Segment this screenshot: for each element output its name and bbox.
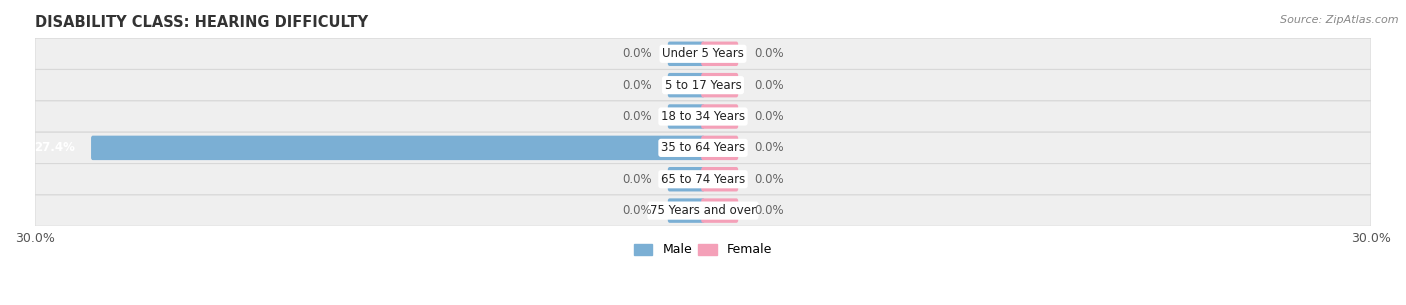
Text: 35 to 64 Years: 35 to 64 Years [661,142,745,154]
FancyBboxPatch shape [702,136,738,160]
FancyBboxPatch shape [35,101,1371,132]
FancyBboxPatch shape [702,104,738,129]
FancyBboxPatch shape [35,163,1371,195]
Text: 65 to 74 Years: 65 to 74 Years [661,173,745,186]
Text: DISABILITY CLASS: HEARING DIFFICULTY: DISABILITY CLASS: HEARING DIFFICULTY [35,15,368,30]
Text: 27.4%: 27.4% [34,142,75,154]
FancyBboxPatch shape [35,70,1371,101]
Text: 0.0%: 0.0% [623,173,652,186]
Legend: Male, Female: Male, Female [628,239,778,261]
FancyBboxPatch shape [702,167,738,192]
FancyBboxPatch shape [91,136,704,160]
FancyBboxPatch shape [668,167,704,192]
FancyBboxPatch shape [35,195,1371,226]
Text: 18 to 34 Years: 18 to 34 Years [661,110,745,123]
FancyBboxPatch shape [702,73,738,97]
FancyBboxPatch shape [668,104,704,129]
Text: 0.0%: 0.0% [754,142,783,154]
Text: 0.0%: 0.0% [754,173,783,186]
Text: Under 5 Years: Under 5 Years [662,47,744,60]
FancyBboxPatch shape [668,41,704,66]
FancyBboxPatch shape [668,73,704,97]
FancyBboxPatch shape [35,132,1371,163]
Text: 0.0%: 0.0% [623,79,652,92]
Text: 0.0%: 0.0% [754,110,783,123]
Text: 75 Years and over: 75 Years and over [650,204,756,217]
Text: 0.0%: 0.0% [623,110,652,123]
Text: 0.0%: 0.0% [623,204,652,217]
Text: 0.0%: 0.0% [754,79,783,92]
Text: 0.0%: 0.0% [754,47,783,60]
FancyBboxPatch shape [702,41,738,66]
Text: 5 to 17 Years: 5 to 17 Years [665,79,741,92]
Text: 0.0%: 0.0% [623,47,652,60]
Text: 0.0%: 0.0% [754,204,783,217]
FancyBboxPatch shape [35,38,1371,70]
FancyBboxPatch shape [668,198,704,223]
Text: Source: ZipAtlas.com: Source: ZipAtlas.com [1281,15,1399,25]
FancyBboxPatch shape [702,198,738,223]
